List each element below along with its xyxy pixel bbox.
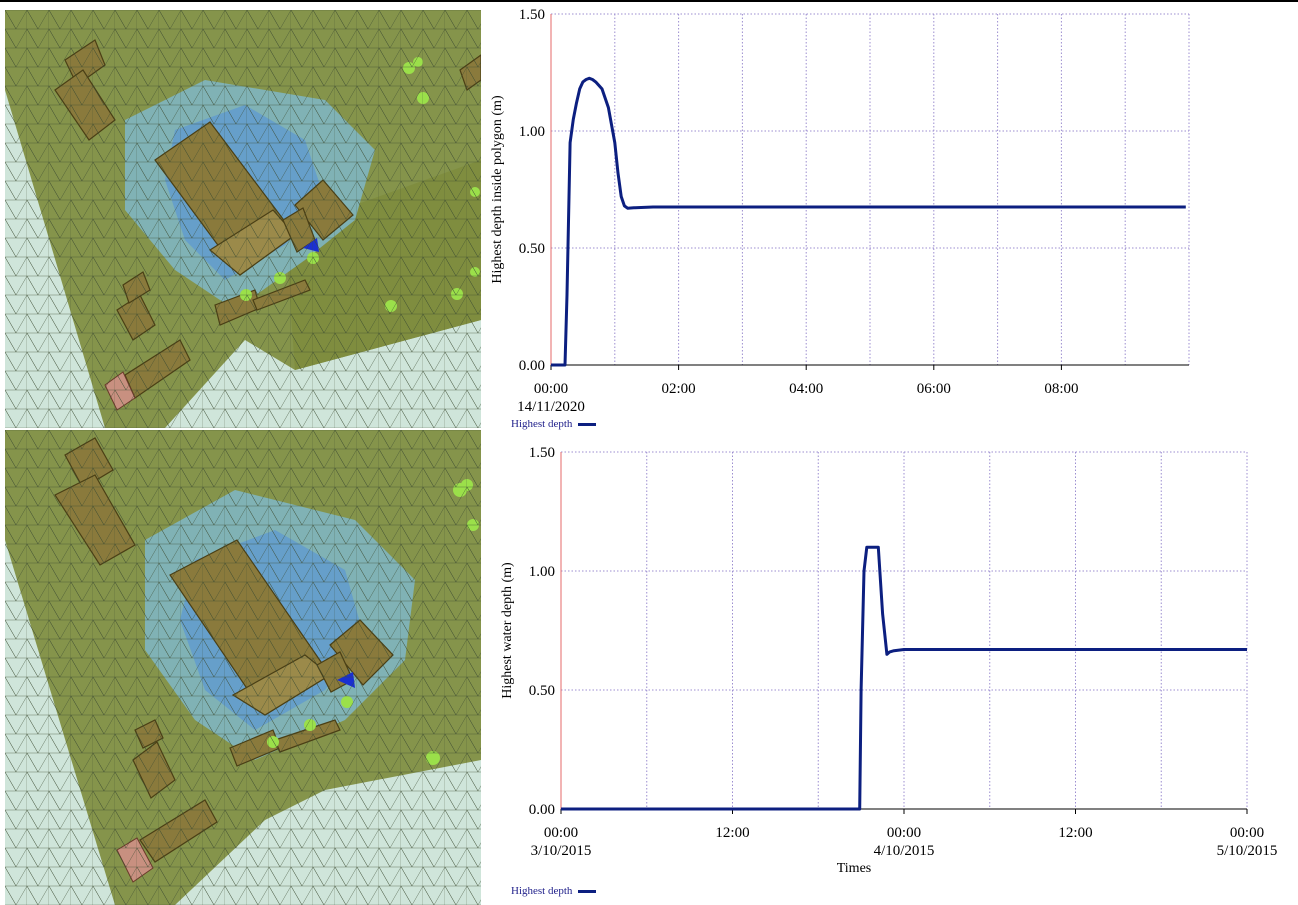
chart-bottom-xtick-label: 00:00 — [887, 825, 921, 841]
chart-top-series-line — [551, 76, 1186, 367]
top-rule — [0, 0, 1298, 2]
legend-bottom-label: Highest depth — [511, 885, 573, 897]
chart-bottom-xtick-sublabel: 4/10/2015 — [874, 843, 935, 859]
chart-top: 0.00 0.50 1.00 1.50 00:00 14/11/2020 02:00 04:0… — [481, 0, 1298, 430]
chart-bottom-series-line — [561, 545, 1247, 811]
chart-bottom: 0.00 0.50 1.00 1.50 00:00 3/10/2015 12:00 00:00… — [481, 430, 1298, 905]
chart-bottom-ytick-label: 0.00 — [529, 802, 555, 818]
flood-map-bottom-svg — [5, 430, 481, 905]
chart-bottom-svg: 0.00 0.50 1.00 1.50 00:00 3/10/2015 12:00 00:00… — [500, 445, 1278, 876]
chart-bottom-xtick-label: 00:00 — [544, 825, 578, 841]
chart-top-ytick-label: 0.00 — [519, 358, 545, 374]
chart-top-xtick-label: 06:00 — [917, 381, 951, 397]
legend-top-label: Highest depth — [511, 418, 573, 430]
chart-bottom-y-axis-label: Highest water depth (m) — [500, 562, 515, 699]
chart-top-xtick-label: 08:00 — [1044, 381, 1078, 397]
chart-bottom-xtick-sublabel: 3/10/2015 — [531, 843, 592, 859]
chart-bottom-x-axis-label: Times — [837, 861, 872, 876]
chart-top-xtick-label: 00:00 — [534, 381, 568, 397]
flood-map-top — [5, 10, 481, 428]
legend-bottom: Highest depth — [511, 885, 597, 897]
chart-bottom-ytick-label: 1.50 — [529, 445, 555, 461]
chart-top-ytick-label: 0.50 — [519, 241, 545, 257]
legend-top-swatch — [578, 422, 597, 426]
chart-top-xtick-sublabel: 14/11/2020 — [517, 399, 585, 415]
chart-bottom-xtick-sublabel: 5/10/2015 — [1217, 843, 1278, 859]
chart-top-ytick-label: 1.00 — [519, 124, 545, 140]
chart-top-xtick-label: 02:00 — [662, 381, 696, 397]
legend-top: Highest depth — [511, 418, 597, 430]
chart-bottom-ytick-label: 0.50 — [529, 683, 555, 699]
flood-map-bottom — [5, 430, 481, 905]
chart-bottom-xtick-label: 12:00 — [715, 825, 749, 841]
chart-top-xtick-label: 04:00 — [789, 381, 823, 397]
legend-bottom-swatch — [578, 889, 597, 893]
chart-bottom-xtick-label: 00:00 — [1230, 825, 1264, 841]
chart-top-ytick-label: 1.50 — [519, 7, 545, 23]
chart-bottom-xtick-label: 12:00 — [1058, 825, 1092, 841]
chart-top-svg: 0.00 0.50 1.00 1.50 00:00 14/11/2020 02:00 04:0… — [490, 7, 1190, 415]
chart-top-y-axis-label: Highest depth inside polygon (m) — [490, 95, 505, 284]
flood-map-top-svg — [5, 10, 481, 428]
chart-bottom-ytick-label: 1.00 — [529, 564, 555, 580]
